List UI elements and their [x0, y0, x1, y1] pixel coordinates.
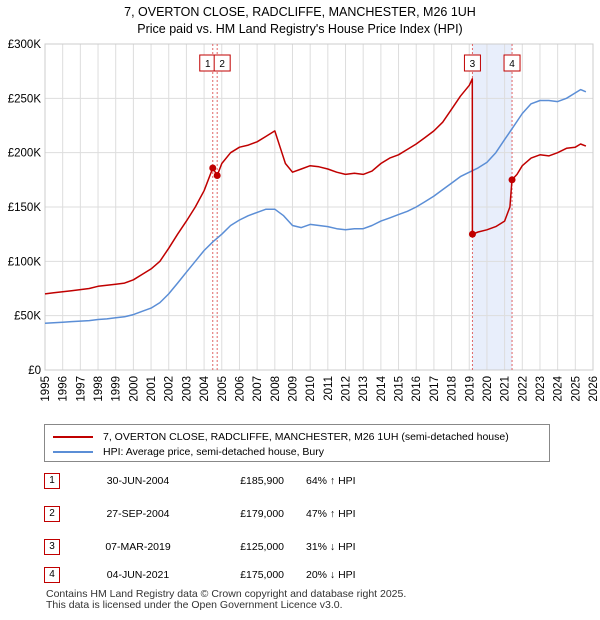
- x-tick-label: 2021: [500, 376, 512, 402]
- x-tick-label: 1998: [93, 376, 105, 402]
- legend-label-hpi: HPI: Average price, semi-detached house,…: [103, 446, 325, 459]
- x-tick-label: 2004: [199, 375, 211, 401]
- sale-price: £125,000: [240, 541, 284, 553]
- table-row: 3 07-MAR-2019 £125,000 31% ↓ HPI: [44, 538, 564, 558]
- sale-point: [468, 230, 476, 238]
- x-tick-label: 2009: [287, 376, 299, 402]
- sale-hpi-diff: 31% ↓ HPI: [306, 541, 356, 553]
- sale-date: 07-MAR-2019: [105, 541, 171, 553]
- x-tick-label: 2023: [535, 376, 547, 402]
- y-tick-label: £100K: [8, 256, 42, 268]
- plot-border: [44, 43, 594, 371]
- sale-label-text: 2: [219, 59, 225, 70]
- sale-hpi-diff: 20% ↓ HPI: [306, 569, 356, 581]
- x-tick-label: 2007: [252, 376, 264, 402]
- table-row: 2 27-SEP-2004 £179,000 47% ↑ HPI: [44, 505, 564, 525]
- sale-price: £179,000: [240, 508, 284, 520]
- sale-number-badge: 1: [44, 473, 60, 489]
- x-tick-label: 2019: [464, 376, 476, 402]
- x-tick-label: 2016: [411, 376, 423, 402]
- legend-swatch-hpi: [53, 451, 93, 454]
- legend-item-property: 7, OVERTON CLOSE, RADCLIFFE, MANCHESTER,…: [53, 430, 509, 444]
- series-line-property: [44, 78, 587, 295]
- sale-price: £185,900: [240, 475, 284, 487]
- legend: 7, OVERTON CLOSE, RADCLIFFE, MANCHESTER,…: [44, 424, 550, 462]
- sale-hpi-diff: 64% ↑ HPI: [306, 475, 356, 487]
- footer-line1: Contains HM Land Registry data © Crown c…: [46, 588, 407, 600]
- sale-hpi-diff: 47% ↑ HPI: [306, 508, 356, 520]
- chart-title-line1: 7, OVERTON CLOSE, RADCLIFFE, MANCHESTER,…: [124, 5, 476, 19]
- table-row: 4 04-JUN-2021 £175,000 20% ↓ HPI: [44, 566, 564, 586]
- legend-label-property: 7, OVERTON CLOSE, RADCLIFFE, MANCHESTER,…: [103, 431, 509, 444]
- x-tick-label: 2020: [482, 376, 494, 402]
- y-tick-label: £200K: [8, 148, 42, 160]
- sale-label-box: [503, 54, 521, 72]
- price-chart: £0 £50K £100K £150K £200K £250K £300K 1995 1996 1…: [8, 39, 600, 402]
- sale-point: [508, 176, 516, 184]
- sale-label-text: 3: [470, 59, 476, 70]
- table-row: 1 30-JUN-2004 £185,900 64% ↑ HPI: [44, 472, 564, 492]
- y-tick-label: £300K: [8, 39, 42, 51]
- x-tick-label: 1999: [111, 376, 123, 402]
- x-tick-label: 2022: [517, 376, 529, 402]
- x-tick-label: 2005: [217, 376, 229, 402]
- x-tick-label: 2012: [341, 376, 353, 402]
- chart-title: 7, OVERTON CLOSE, RADCLIFFE, MANCHESTER,…: [0, 4, 600, 38]
- sale-number-badge: 4: [44, 567, 60, 583]
- y-tick-label: £0: [28, 365, 41, 377]
- x-tick-label: 2018: [447, 376, 459, 402]
- x-tick-label: 2015: [394, 376, 406, 402]
- legend-swatch-property: [53, 436, 93, 439]
- sale-date: 27-SEP-2004: [106, 508, 170, 520]
- x-tick-label: 2025: [570, 376, 582, 402]
- chart-title-line2: Price paid vs. HM Land Registry's House …: [137, 22, 463, 36]
- sale-number-badge: 3: [44, 539, 60, 555]
- footer: Contains HM Land Registry data © Crown c…: [46, 589, 406, 611]
- x-tick-label: 2003: [181, 376, 193, 402]
- sale-point: [213, 171, 221, 179]
- x-tick-label: 2014: [376, 375, 388, 401]
- footer-line2: This data is licensed under the Open Gov…: [46, 599, 343, 611]
- x-tick-label: 1996: [58, 376, 70, 402]
- sale-label-text: 1: [205, 59, 211, 70]
- sale-label-box: [463, 54, 481, 72]
- x-tick-label: 2000: [128, 376, 140, 402]
- x-tick-label: 1995: [40, 376, 52, 402]
- x-tick-label: 2010: [305, 376, 317, 402]
- sale-label-text: 4: [509, 59, 515, 70]
- series-line-hpi: [44, 88, 587, 325]
- x-tick-label: 1997: [75, 376, 87, 402]
- y-tick-label: £250K: [8, 93, 42, 105]
- x-tick-label: 2008: [270, 376, 282, 402]
- y-tick-label: £50K: [14, 311, 41, 323]
- sale-date: 30-JUN-2004: [106, 475, 170, 487]
- x-tick-label: 2001: [146, 376, 158, 402]
- y-tick-label: £150K: [8, 202, 42, 214]
- sale-point: [209, 164, 217, 172]
- x-tick-label: 2011: [323, 376, 335, 401]
- sale-price: £175,000: [240, 569, 284, 581]
- x-tick-label: 2017: [429, 376, 441, 402]
- sale-date: 04-JUN-2021: [106, 569, 170, 581]
- sale-number-badge: 2: [44, 506, 60, 522]
- x-tick-label: 2024: [553, 375, 565, 401]
- legend-item-hpi: HPI: Average price, semi-detached house,…: [53, 445, 324, 459]
- x-tick-label: 2026: [588, 376, 600, 402]
- x-tick-label: 2006: [234, 376, 246, 402]
- x-tick-label: 2013: [358, 376, 370, 402]
- sale-label-box: [213, 54, 231, 72]
- x-tick-label: 2002: [164, 376, 176, 402]
